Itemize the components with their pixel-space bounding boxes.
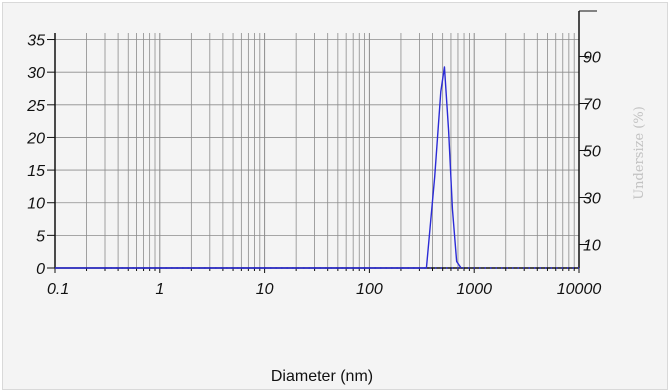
y2-tick-label: 70 (583, 97, 601, 114)
series-layer (55, 66, 579, 269)
x-tick-label: 0.1 (47, 281, 69, 298)
grid (54, 33, 579, 269)
x-tick-label: 100 (356, 281, 383, 298)
x-tick-label: 1 (155, 281, 164, 298)
y2-tick-label: 30 (583, 191, 601, 208)
y-tick-label: 0 (36, 261, 45, 278)
x-tick-label: 10 (256, 281, 274, 298)
x-axis-label: Diameter (nm) (271, 368, 373, 385)
tick-labels: 0 5 10 15 20 25 30 35 10 30 50 70 90 0.1 1 10 100 1000 100… (26, 33, 601, 298)
y-tick-label: 35 (27, 33, 45, 50)
y-tick-label: 30 (27, 65, 45, 82)
x-tick-label: 1000 (456, 281, 492, 298)
chart-svg: 0 5 10 15 20 25 30 35 10 30 50 70 90 0.1 1 10 100 1000 100… (26, 10, 647, 385)
y-tick-label: 25 (26, 98, 45, 115)
y-tick-label: 10 (27, 196, 45, 213)
axes (47, 10, 597, 273)
y2-axis-label: Undersize (%) (632, 106, 647, 200)
x-tick-label: 10000 (557, 281, 602, 298)
y-tick-label: 20 (26, 130, 45, 147)
y2-tick-label: 10 (583, 238, 601, 255)
y-tick-label: 5 (36, 228, 45, 245)
y2-tick-label: 90 (583, 50, 601, 67)
y-tick-label: 15 (27, 163, 45, 180)
y2-tick-label: 50 (583, 144, 601, 161)
distribution-line (55, 66, 462, 269)
